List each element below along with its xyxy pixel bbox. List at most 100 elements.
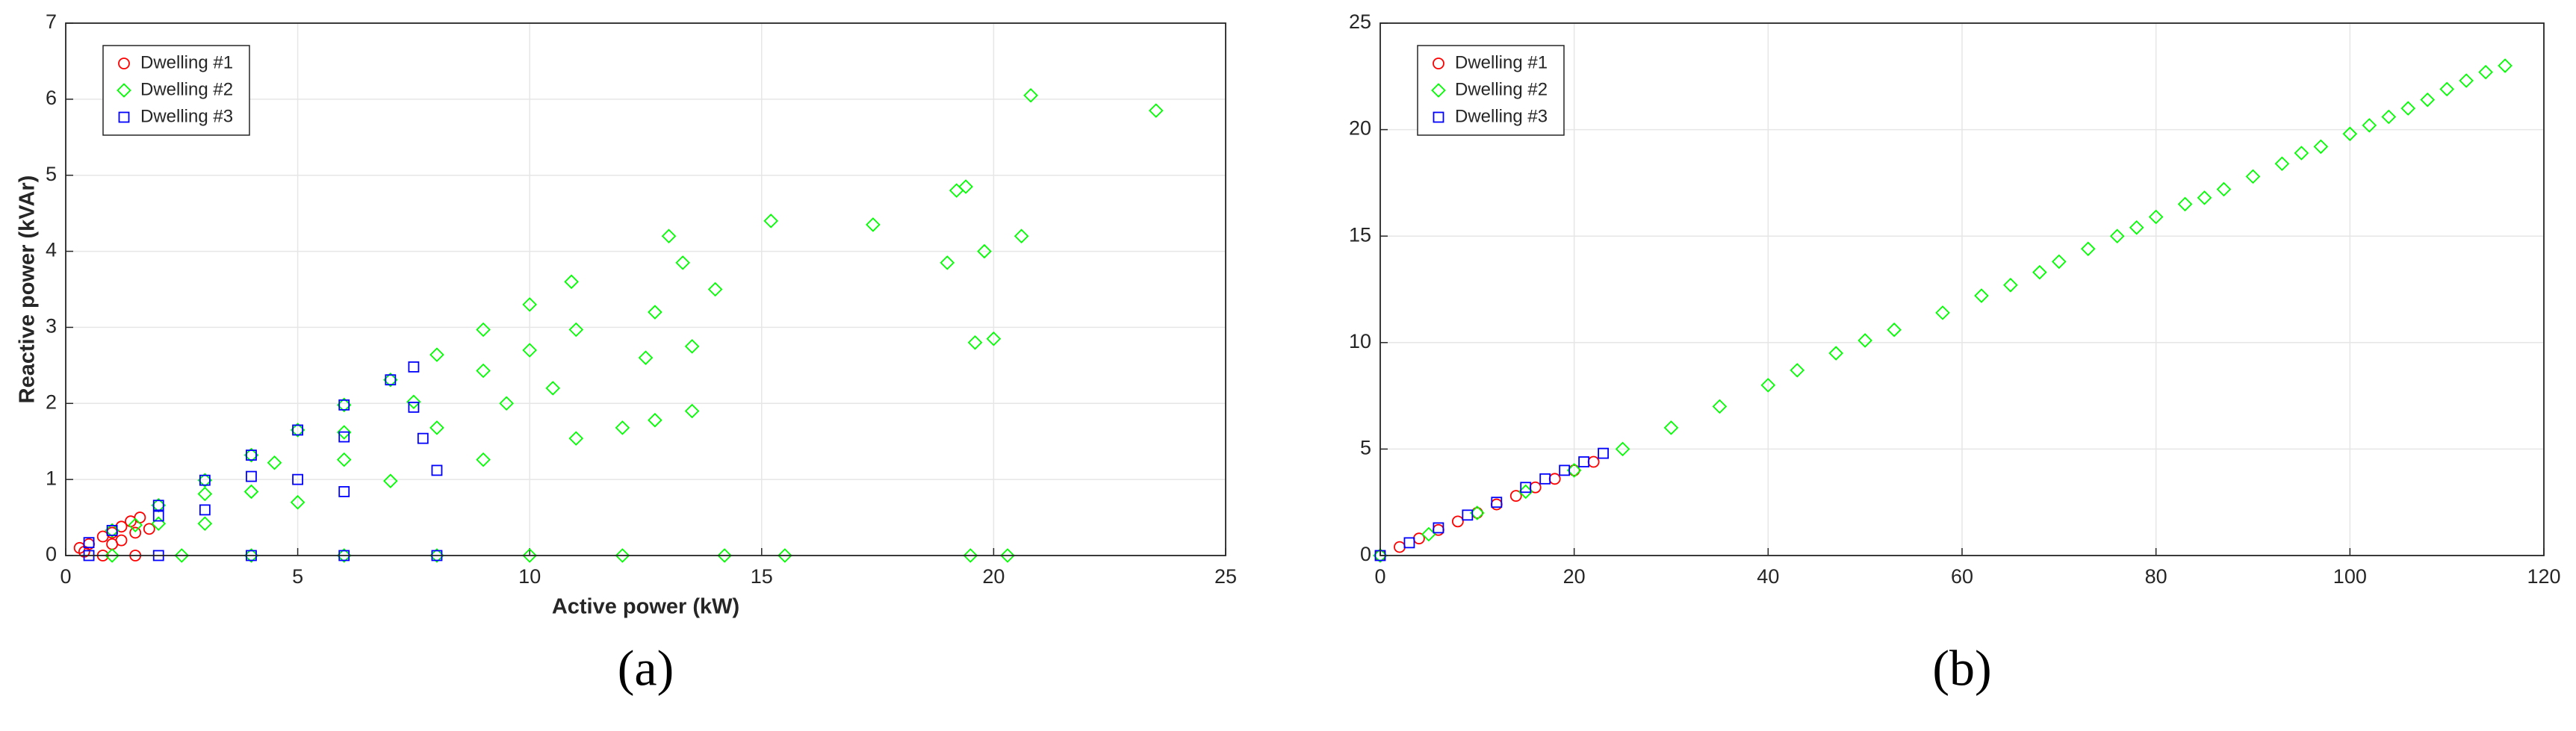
y-tick-label: 7 <box>46 10 57 33</box>
marker-square <box>338 486 350 497</box>
marker-diamond <box>2294 146 2309 161</box>
marker-diamond <box>2148 209 2164 225</box>
x-tick-label: 20 <box>1563 565 1586 588</box>
marker-diamond <box>967 335 983 350</box>
legend: Dwelling #1 Dwelling #2 Dwelling #3 <box>1417 45 1565 136</box>
plot-area <box>66 23 1226 556</box>
marker-square <box>1462 509 1474 521</box>
marker-diamond <box>2381 109 2397 125</box>
marker-diamond <box>476 452 491 467</box>
x-axis-label: Active power (kW) <box>552 595 739 619</box>
x-tick-label: 10 <box>518 565 541 588</box>
x-tick-label: 0 <box>60 565 71 588</box>
x-tick-label: 120 <box>2527 565 2560 588</box>
marker-diamond <box>940 255 955 270</box>
legend-label: Dwelling #1 <box>140 52 233 72</box>
legend-label: Dwelling #3 <box>140 106 233 126</box>
caption: (a) <box>618 640 674 697</box>
y-tick-label: 6 <box>46 87 57 109</box>
marker-diamond <box>648 412 662 428</box>
marker-square <box>1520 482 1532 494</box>
marker-diamond <box>963 548 978 563</box>
marker-diamond <box>336 425 352 440</box>
marker-square <box>338 399 350 411</box>
y-tick-label: 25 <box>1349 10 1371 33</box>
marker-square <box>408 361 420 373</box>
marker-diamond <box>1974 288 1989 303</box>
y-tick-label: 10 <box>1349 330 1371 352</box>
legend-label: Dwelling #2 <box>140 79 233 99</box>
marker-diamond <box>707 281 723 297</box>
marker-diamond <box>638 350 654 365</box>
marker-square <box>1491 497 1503 508</box>
marker-square <box>1598 447 1610 459</box>
marker-diamond <box>197 516 213 531</box>
marker-square <box>152 500 164 511</box>
marker-diamond <box>1023 87 1038 103</box>
marker-diamond <box>568 431 584 446</box>
marker-diamond <box>1615 441 1630 457</box>
x-tick-label: 80 <box>2145 565 2167 588</box>
y-tick-label: 3 <box>46 315 57 337</box>
marker-square <box>246 470 257 482</box>
marker-diamond <box>661 228 677 243</box>
marker-diamond <box>2459 73 2474 88</box>
plot-frame <box>1379 22 2545 556</box>
marker-square <box>1433 111 1444 123</box>
marker-square <box>417 432 429 444</box>
marker-square <box>1578 456 1590 467</box>
marker-circle <box>118 57 130 69</box>
marker-diamond <box>105 548 120 563</box>
marker-diamond <box>522 297 537 312</box>
marker-diamond <box>615 420 630 435</box>
marker-diamond <box>1712 399 1728 414</box>
marker-diamond <box>1828 346 1843 361</box>
legend: Dwelling #1 Dwelling #2 Dwelling #3 <box>102 45 250 136</box>
marker-diamond <box>476 363 491 379</box>
marker-diamond <box>684 339 700 354</box>
marker-diamond <box>684 403 700 419</box>
marker-diamond <box>1760 378 1776 393</box>
marker-diamond <box>2400 101 2416 116</box>
marker-square <box>118 111 130 123</box>
y-tick-label: 4 <box>46 239 57 261</box>
marker-diamond <box>2274 156 2290 172</box>
marker-square <box>292 473 304 485</box>
marker-square <box>83 537 95 549</box>
marker-diamond <box>2081 241 2096 257</box>
marker-diamond <box>568 322 584 337</box>
marker-diamond <box>2313 139 2329 155</box>
marker-diamond <box>267 455 282 470</box>
marker-diamond <box>2216 181 2232 197</box>
marker-diamond <box>243 484 259 500</box>
marker-diamond <box>545 381 561 396</box>
marker-diamond <box>522 343 537 358</box>
marker-diamond <box>986 331 1002 346</box>
marker-diamond <box>2498 58 2513 73</box>
marker-square <box>199 504 211 516</box>
marker-diamond <box>429 420 444 435</box>
marker-square <box>385 374 397 386</box>
marker-diamond <box>1790 363 1805 378</box>
marker-square <box>1539 473 1551 485</box>
marker-square <box>199 474 211 486</box>
marker-diamond <box>2342 126 2358 142</box>
legend-label: Dwelling #3 <box>1455 106 1548 126</box>
marker-square <box>1433 522 1444 534</box>
y-tick-label: 0 <box>46 543 57 565</box>
marker-diamond <box>675 255 690 270</box>
marker-diamond <box>2245 169 2261 184</box>
x-tick-label: 60 <box>1951 565 1973 588</box>
marker-diamond <box>648 305 662 320</box>
marker-square <box>1559 464 1571 476</box>
y-axis-label: Reactive power (kVAr) <box>16 175 40 404</box>
marker-diamond <box>1431 83 1446 98</box>
marker-diamond <box>2129 220 2144 235</box>
marker-diamond <box>2362 118 2377 133</box>
y-tick-label: 1 <box>46 467 57 489</box>
marker-diamond <box>499 396 514 411</box>
x-tick-label: 25 <box>1214 565 1237 588</box>
chart: 0 5 10 15 20 25 0 1 2 3 4 5 6 7 Active power (kW) React… <box>16 10 1237 696</box>
marker-circle <box>1509 490 1522 503</box>
marker-diamond <box>383 473 398 488</box>
